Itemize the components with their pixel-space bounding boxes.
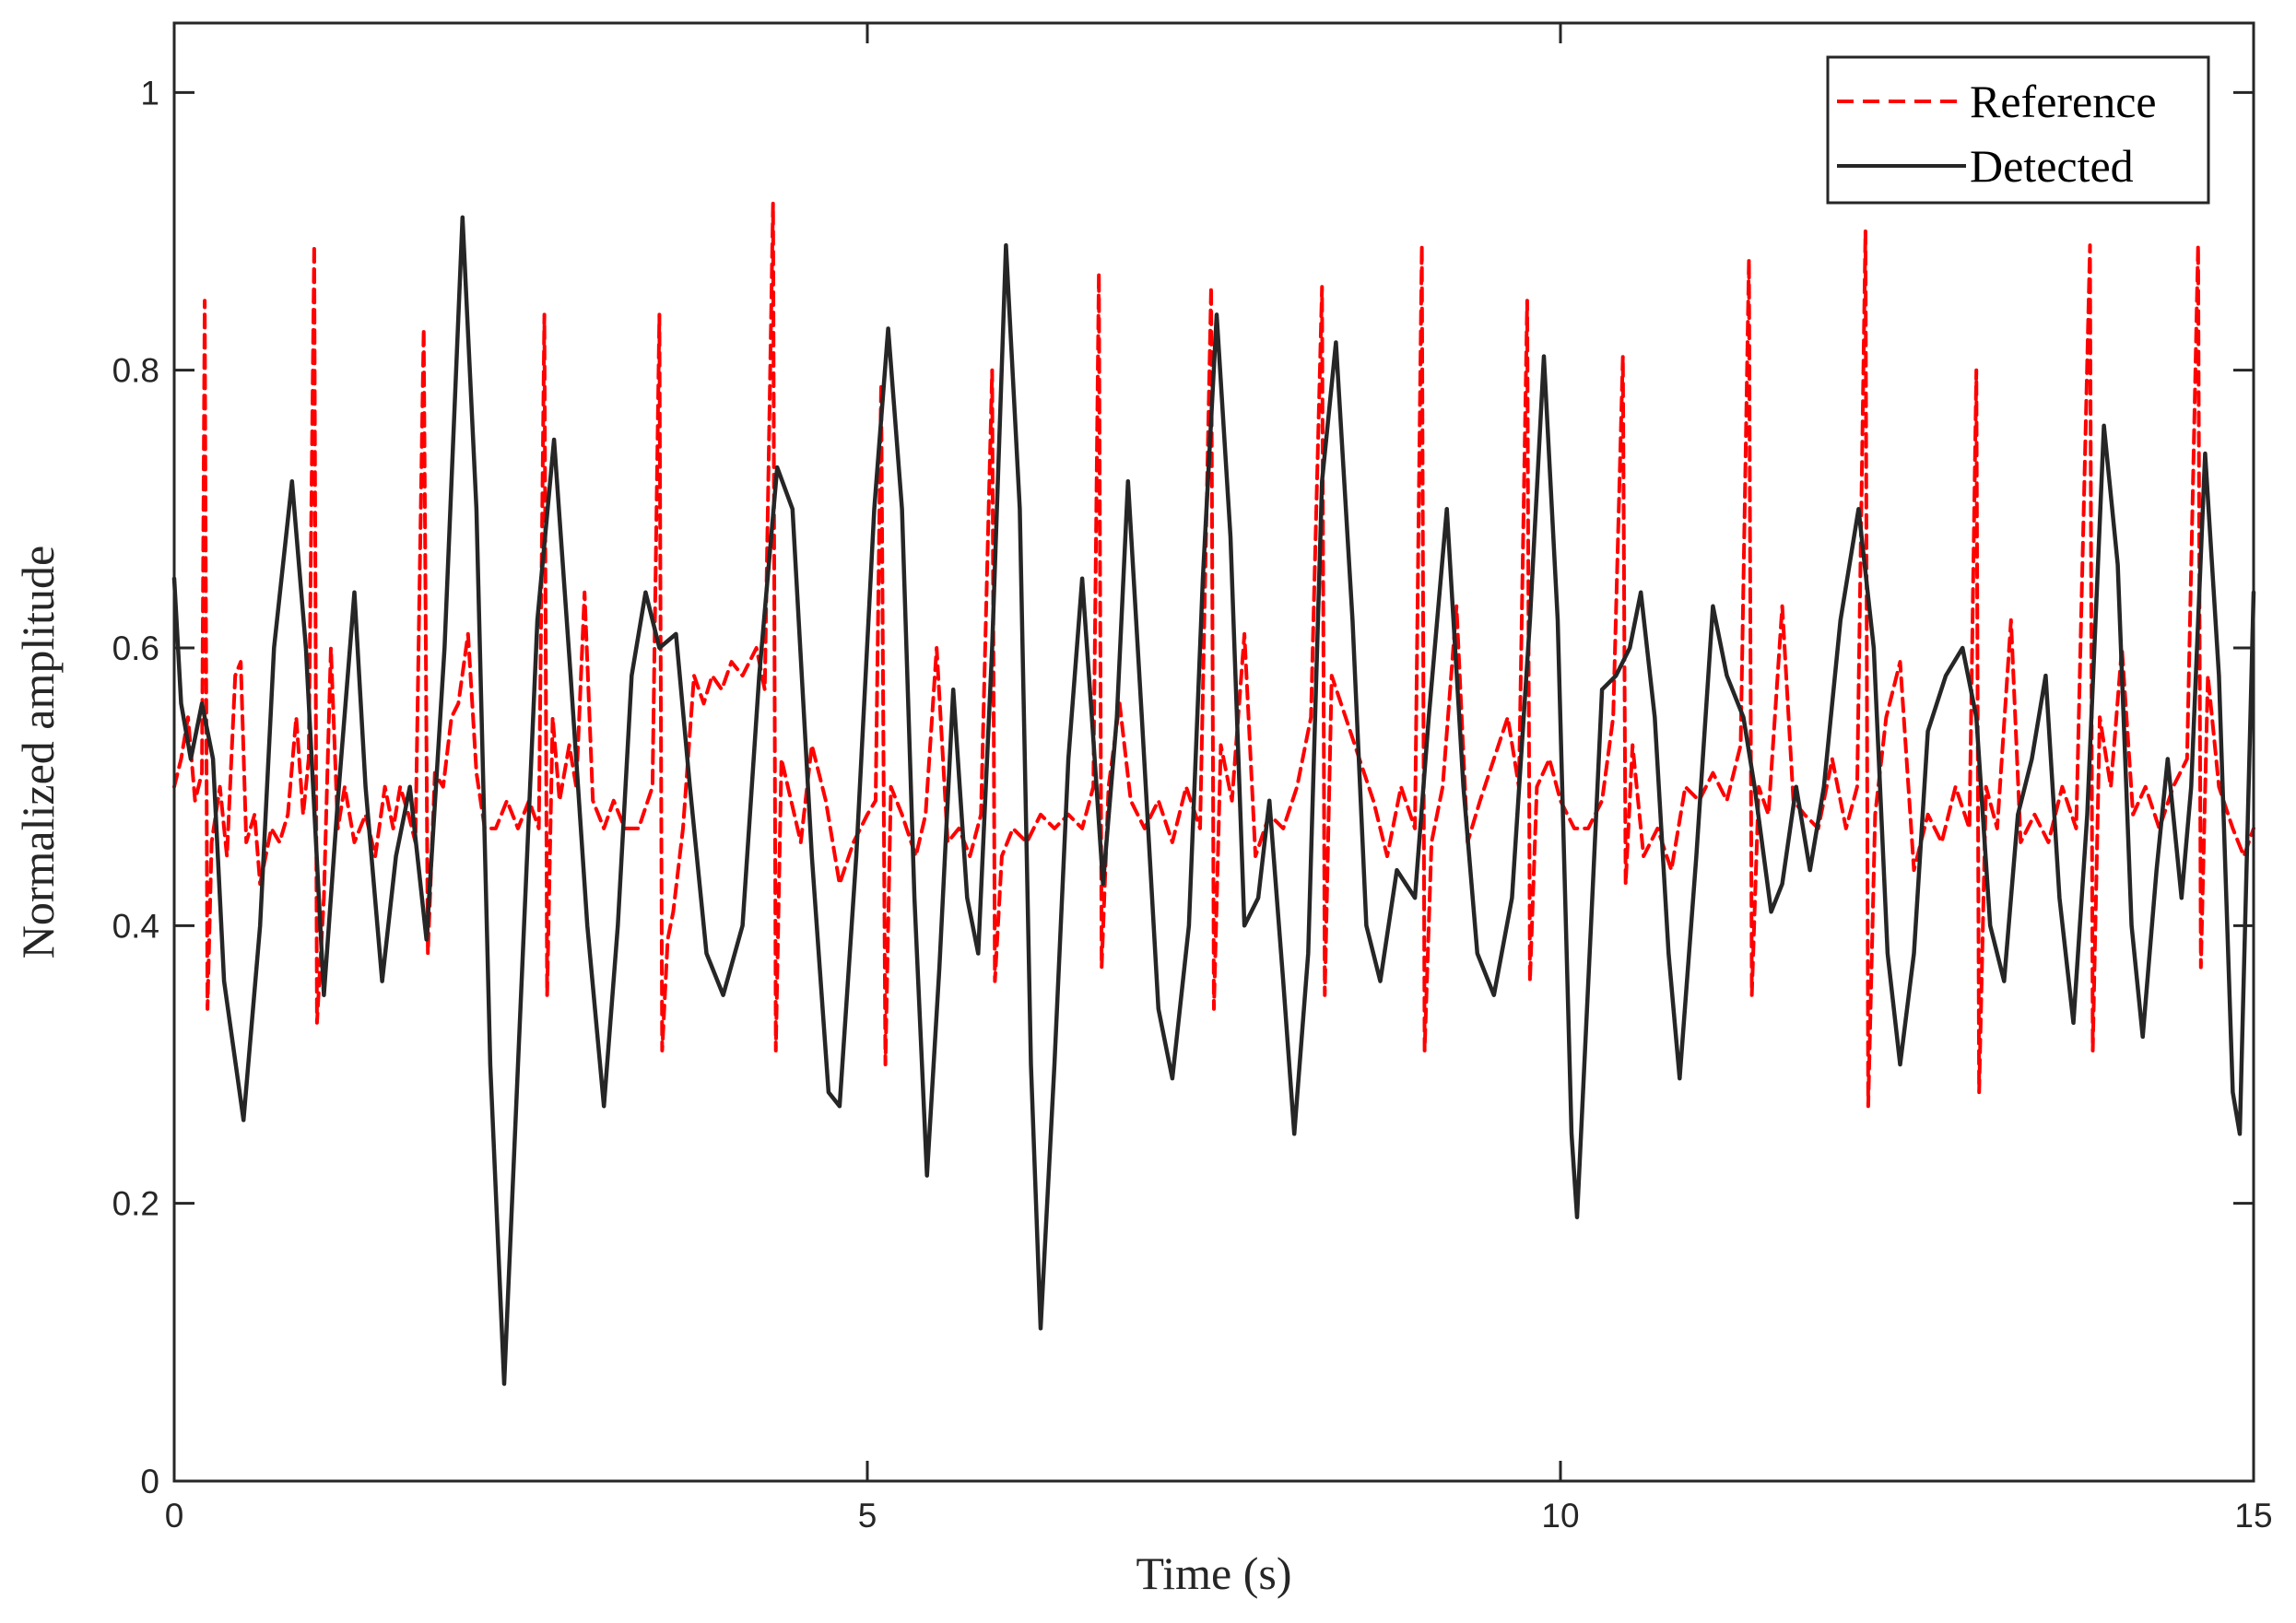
y-tick-label: 0.8 [112, 352, 159, 390]
axis-ticks: 0 5 10 15 0 0.2 0.4 0.6 0.8 1 [112, 23, 2273, 1535]
series-line-detected [171, 215, 2256, 1386]
plot-area [171, 201, 2256, 1386]
y-tick-label: 0.6 [112, 629, 159, 667]
y-axis-title: Normalized amplitude [12, 546, 64, 959]
legend-reference-label: Reference [1970, 76, 2157, 127]
x-tick-label: 0 [165, 1497, 184, 1535]
y-tick-label: 0.2 [112, 1185, 159, 1223]
legend: Reference Detected [1826, 55, 2210, 205]
plot-frame [172, 21, 2255, 1483]
x-axis-title: Time (s) [1136, 1547, 1291, 1599]
y-tick-label: 1 [140, 74, 159, 112]
x-tick-label: 10 [1541, 1497, 1579, 1535]
x-tick-label: 5 [858, 1497, 877, 1535]
legend-box [1826, 55, 2210, 205]
y-tick-label: 0 [140, 1463, 159, 1500]
legend-detected-label: Detected [1970, 140, 2134, 192]
series-line-reference [172, 201, 2255, 1109]
x-tick-label: 15 [2234, 1497, 2272, 1535]
y-tick-label: 0.4 [112, 907, 159, 945]
